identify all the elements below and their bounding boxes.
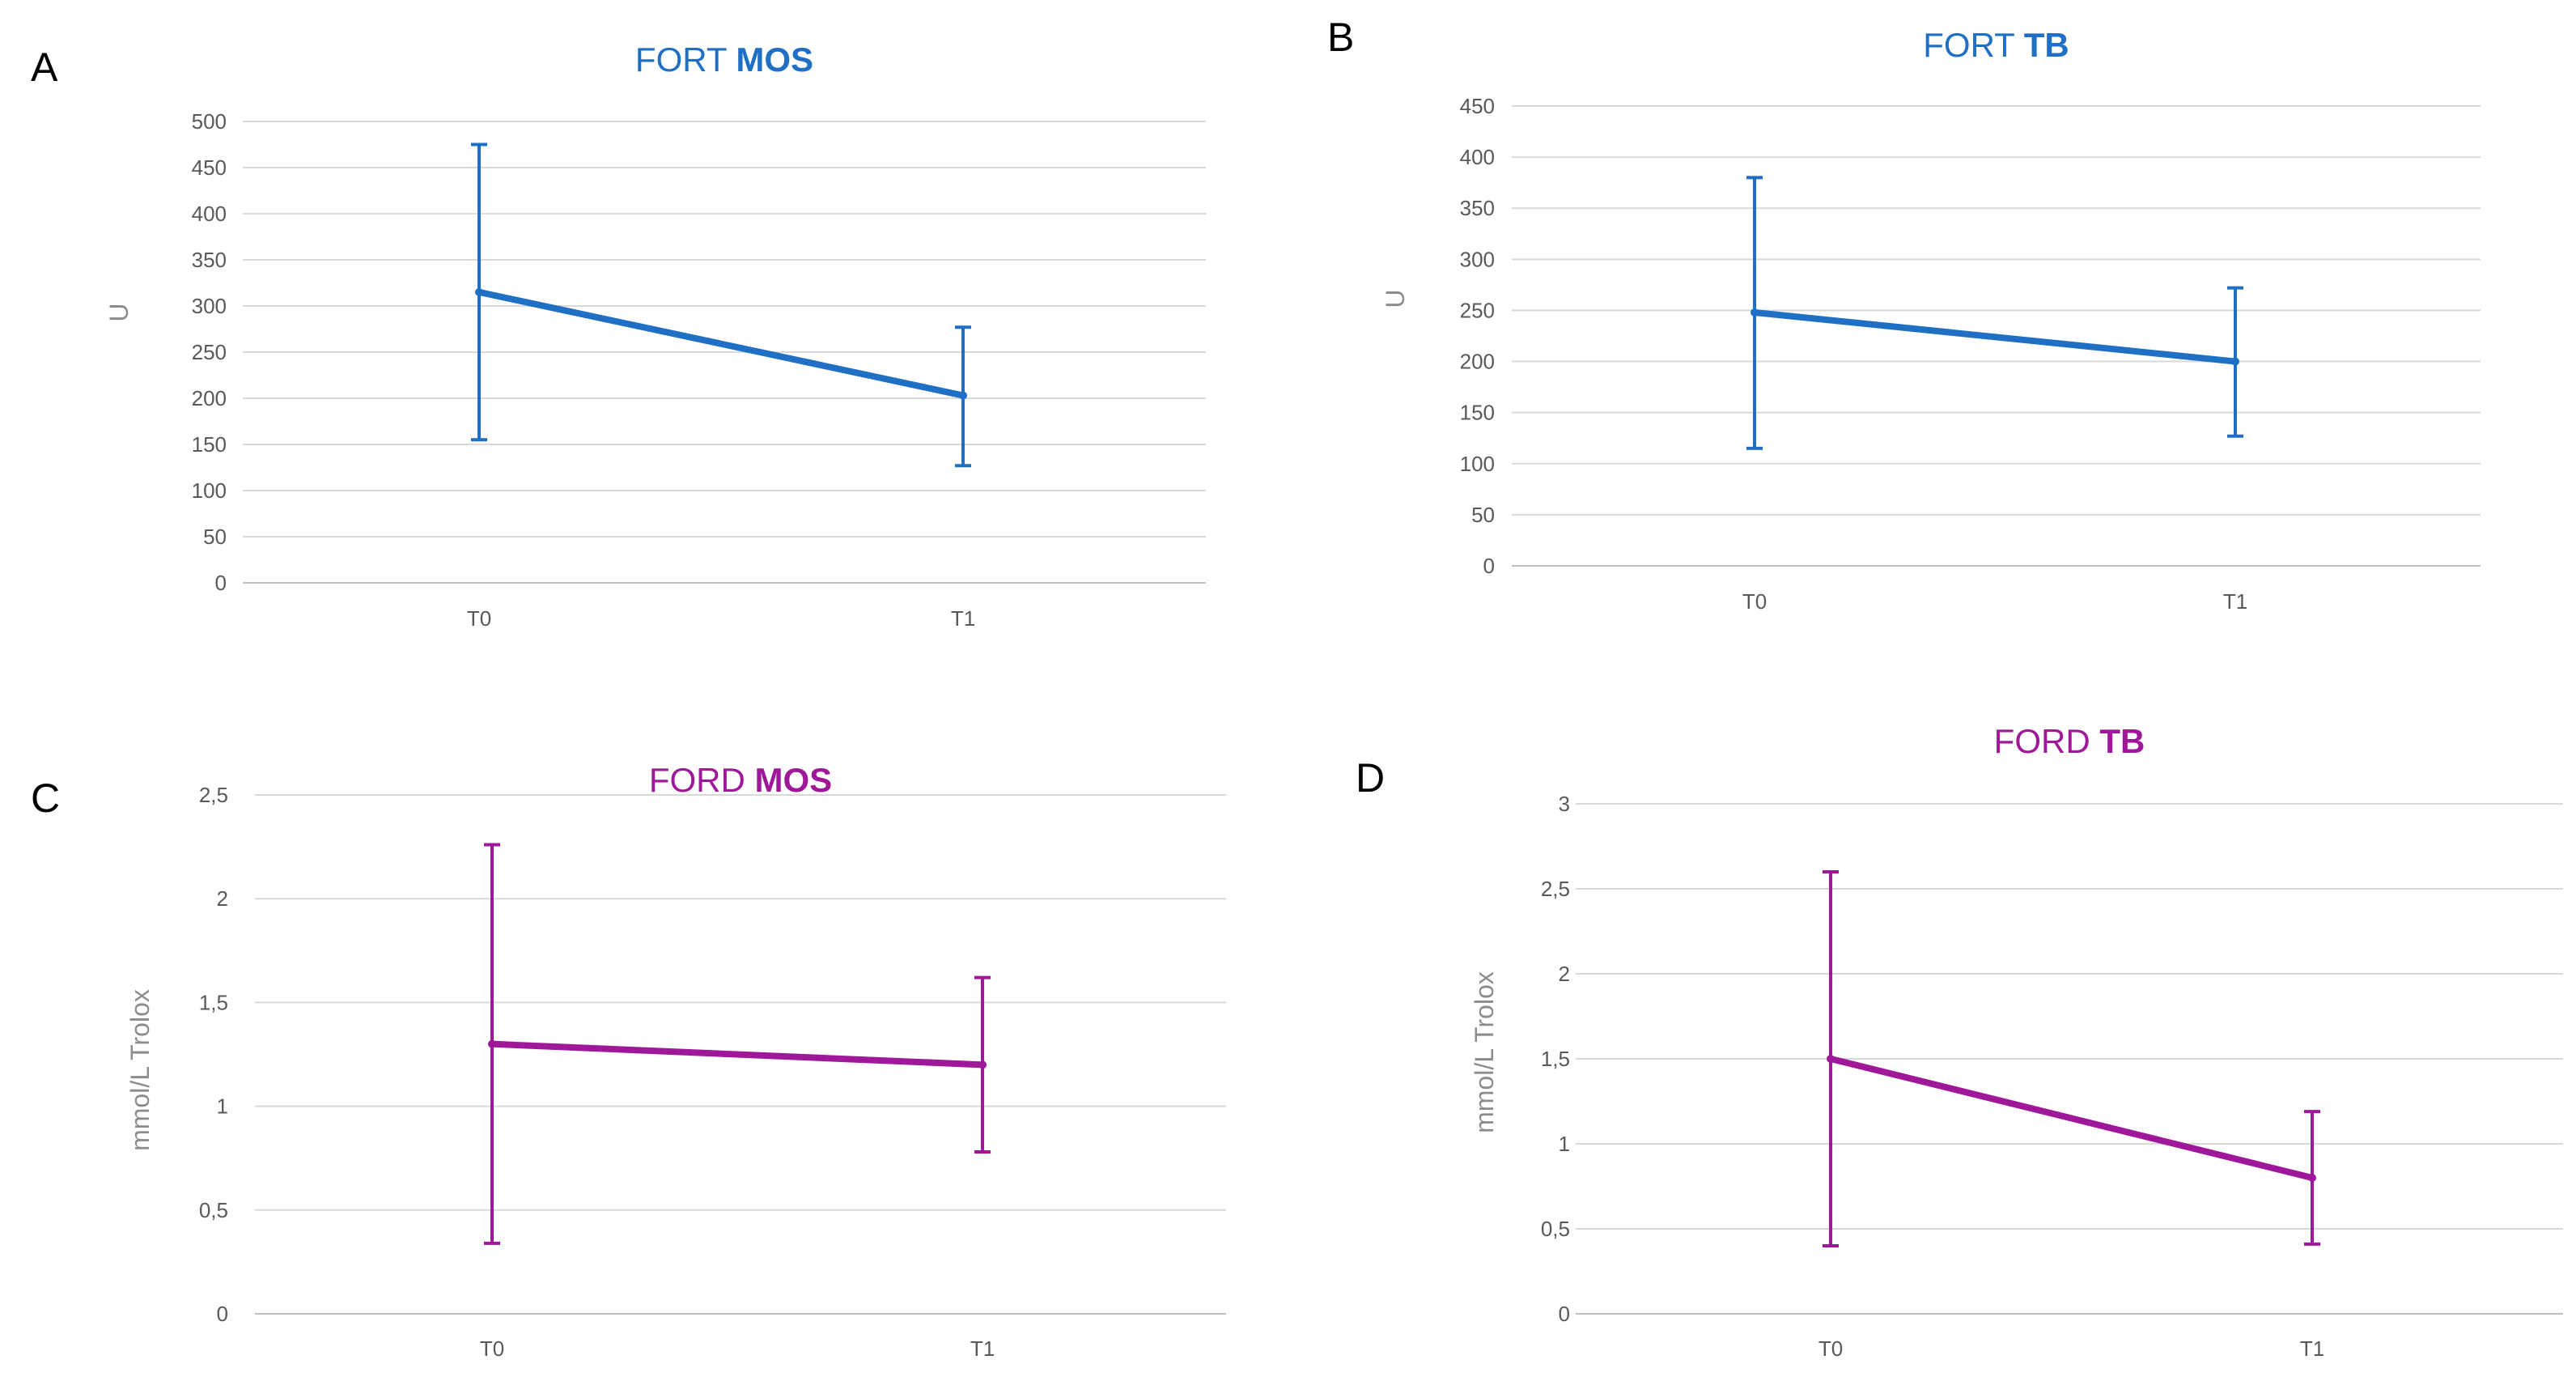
- series-line-a: [476, 288, 966, 399]
- y-tick-label: 0: [217, 1302, 228, 1326]
- x-tick-label: T1: [2223, 589, 2247, 614]
- y-tick-label: 50: [203, 525, 227, 549]
- y-tick-label: 1: [217, 1094, 228, 1119]
- data-point: [475, 287, 483, 296]
- y-tick-label: 2: [1559, 962, 1570, 986]
- y-tick-label: 400: [192, 202, 227, 226]
- x-tick-label: T0: [467, 606, 491, 631]
- y-tick-label: 100: [1460, 452, 1495, 476]
- y-tick-label: 0,5: [199, 1198, 228, 1222]
- y-tick-label: 150: [192, 432, 227, 457]
- y-tick-label: 500: [192, 109, 227, 134]
- chart-panel-d: D FORD TB 0 0,5 1 1,5 2 2,5 3 T0 T1 mmol/L Trolox: [1356, 722, 2563, 1361]
- y-tick-label: 50: [1471, 503, 1495, 527]
- y-tick-label: 0: [1483, 554, 1495, 578]
- y-tick-label: 1,5: [1541, 1047, 1570, 1071]
- y-tick-label: 2: [217, 886, 228, 911]
- series-line-c: [489, 1040, 986, 1069]
- series-line-b: [1751, 308, 2239, 365]
- y-tick-label: 250: [192, 340, 227, 364]
- y-tick-label: 450: [192, 155, 227, 180]
- y-tick-label: 1,5: [199, 990, 228, 1014]
- panel-letter-c: C: [31, 775, 60, 821]
- data-point: [2308, 1174, 2316, 1182]
- y-axis-label-c: mmol/L Trolox: [125, 989, 155, 1151]
- y-tick-label: 150: [1460, 401, 1495, 425]
- x-tick-label: T1: [970, 1336, 995, 1361]
- panel-letter-b: B: [1327, 15, 1354, 60]
- y-tick-label: 450: [1460, 94, 1495, 118]
- chart-title-d: FORD TB: [1994, 722, 2145, 760]
- chart-title-b: FORT TB: [1923, 26, 2069, 64]
- chart-panel-b: B FORT TB 0 50 100 150 200 250 300 350 400 450 T0 T1 U: [1327, 15, 2481, 614]
- y-tick-label: 300: [1460, 247, 1495, 271]
- x-tick-label: T0: [1818, 1336, 1843, 1361]
- data-point: [978, 1060, 987, 1069]
- data-point: [959, 391, 967, 400]
- data-point: [1751, 308, 1759, 317]
- panel-letter-a: A: [31, 45, 58, 90]
- data-point: [488, 1039, 496, 1048]
- y-tick-label: 2,5: [199, 783, 228, 807]
- y-tick-label: 100: [192, 478, 227, 503]
- panel-letter-d: D: [1356, 755, 1385, 801]
- y-tick-label: 350: [1460, 196, 1495, 220]
- y-tick-label: 300: [192, 294, 227, 318]
- y-tick-label: 0,5: [1541, 1217, 1570, 1241]
- chart-title-c: FORD MOS: [649, 761, 832, 799]
- chart-panel-c: C FORD MOS 0 0,5 1 1,5 2 2,5 T0 T1 mmol/L Trolox: [31, 761, 1226, 1361]
- chart-title-a: FORT MOS: [635, 40, 813, 79]
- y-tick-label: 350: [192, 248, 227, 272]
- chart-panel-a: A FORT MOS 0 50 100 150 200 250 300 350 400 450 500 T…: [31, 40, 1206, 631]
- y-tick-label: 0: [215, 571, 227, 595]
- y-tick-label: 3: [1559, 792, 1570, 816]
- y-tick-label: 2,5: [1541, 877, 1570, 901]
- x-tick-label: T1: [951, 606, 975, 631]
- x-tick-label: T1: [2300, 1336, 2324, 1361]
- y-tick-label: 200: [1460, 350, 1495, 374]
- y-tick-label: 250: [1460, 298, 1495, 322]
- data-point: [1827, 1055, 1835, 1063]
- y-axis-label-b: U: [1381, 289, 1410, 308]
- x-tick-label: T0: [480, 1336, 504, 1361]
- y-tick-label: 400: [1460, 145, 1495, 169]
- y-axis-label-d: mmol/L Trolox: [1470, 971, 1499, 1133]
- y-tick-label: 0: [1559, 1302, 1570, 1326]
- data-point: [2231, 357, 2239, 366]
- y-tick-label: 1: [1559, 1132, 1570, 1156]
- y-tick-label: 200: [192, 386, 227, 410]
- y-axis-label-a: U: [104, 303, 134, 321]
- series-line-d: [1827, 1056, 2315, 1181]
- x-tick-label: T0: [1742, 589, 1767, 614]
